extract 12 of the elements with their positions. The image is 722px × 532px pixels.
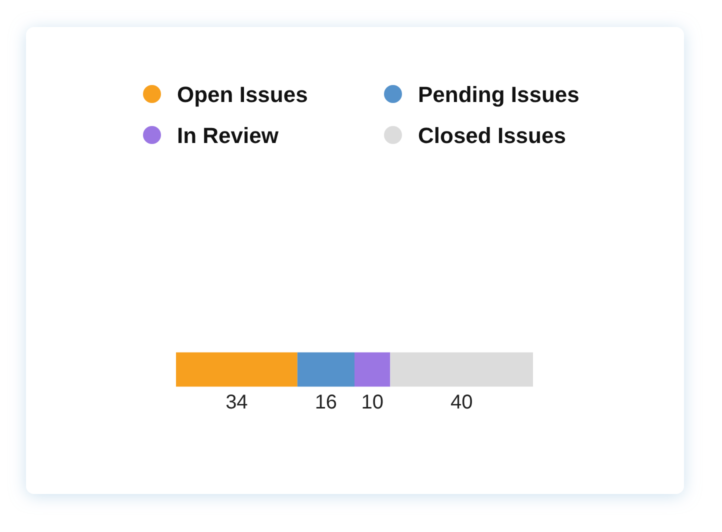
legend-label: Open Issues [177, 82, 308, 107]
bar [297, 352, 354, 387]
data-label: 34 [226, 392, 248, 414]
data-label: 16 [314, 392, 338, 414]
legend-label: In Review [177, 123, 280, 148]
bar [354, 352, 390, 387]
bar [176, 352, 298, 387]
legend-label: Closed Issues [418, 123, 566, 148]
legend-label: Pending Issues [418, 82, 580, 107]
data-label: 10 [361, 392, 384, 414]
data-label: 40 [450, 392, 473, 414]
bar [390, 352, 533, 387]
